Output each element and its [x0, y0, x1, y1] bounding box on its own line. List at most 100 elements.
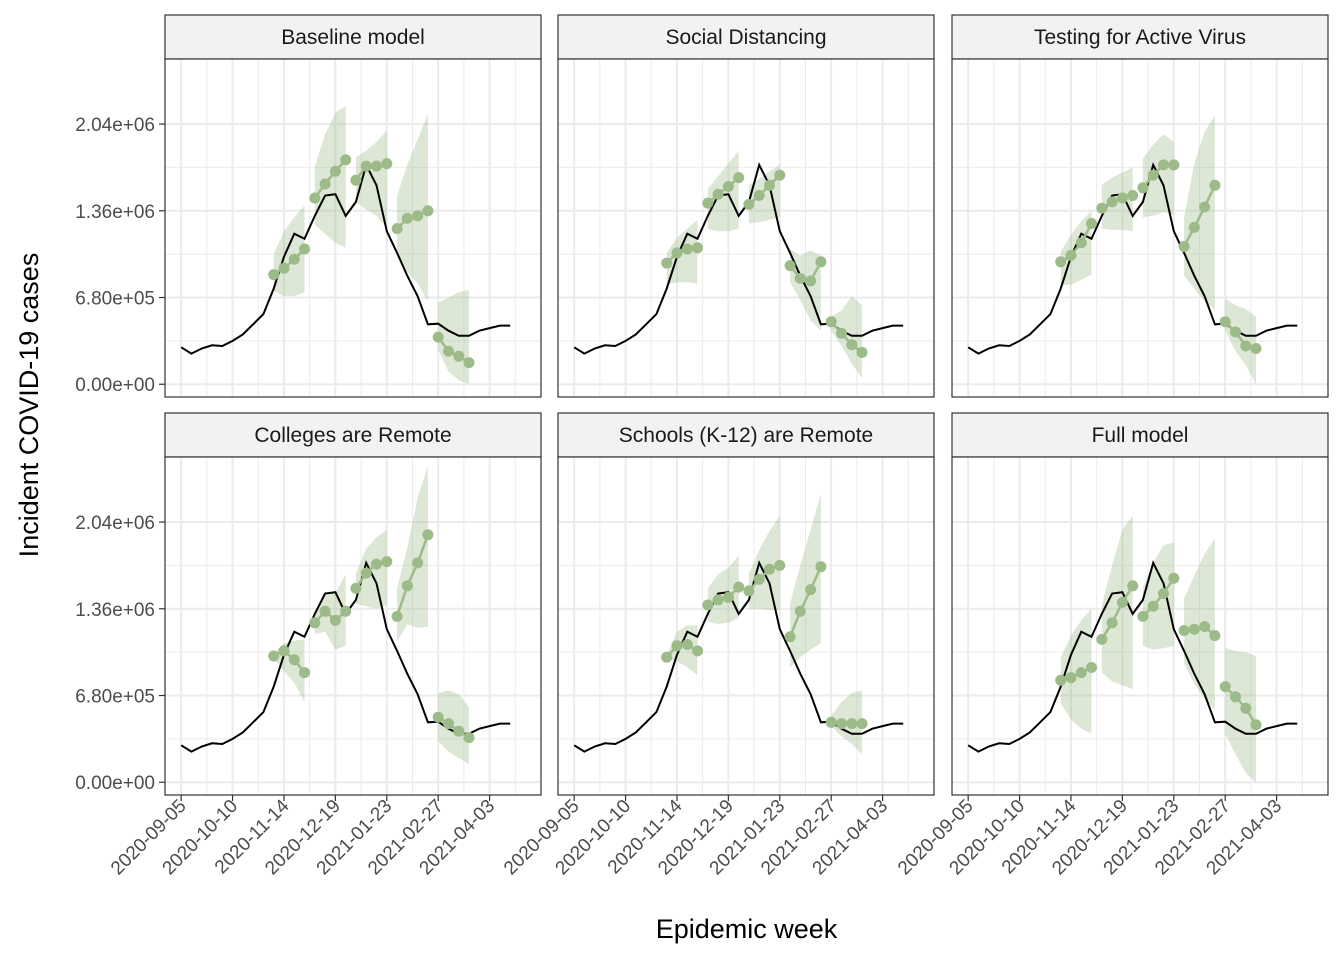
forecast-point	[1168, 572, 1180, 584]
observed-cases-line	[573, 560, 904, 753]
forecast-point	[268, 650, 280, 662]
forecast-point	[340, 605, 352, 617]
forecast-point	[1250, 719, 1262, 731]
forecast-point	[432, 711, 444, 723]
panel-1: Baseline model 0.00e+00 6.80e+05 1.36e+06 2.…	[75, 14, 542, 398]
forecast-point	[692, 645, 703, 657]
forecast-point	[764, 563, 775, 575]
forecast-point	[453, 725, 465, 737]
forecast-point	[309, 617, 321, 629]
forecast-point	[350, 582, 362, 594]
forecast-point	[360, 567, 372, 579]
forecast-point	[1240, 702, 1252, 714]
forecast-point	[299, 667, 310, 679]
forecast-point	[1209, 179, 1221, 191]
forecast-point	[753, 573, 765, 585]
forecast-point	[1137, 182, 1149, 194]
forecast-line	[748, 174, 781, 206]
forecast-point	[278, 645, 290, 657]
forecast-point	[681, 639, 693, 650]
forecast-point	[764, 179, 775, 191]
x-axis-title: Epidemic week	[656, 914, 838, 944]
panel-border	[164, 58, 542, 398]
forecast-interval-band	[1225, 298, 1256, 385]
forecast-point	[733, 172, 745, 184]
forecast-point	[712, 188, 724, 200]
forecast-point	[1158, 588, 1169, 599]
forecast-line	[1224, 685, 1258, 726]
forecast-point	[340, 154, 352, 166]
forecast-point	[743, 585, 755, 597]
forecast-point	[1168, 159, 1180, 171]
forecast-point	[391, 223, 403, 235]
forecast-point	[702, 599, 714, 611]
forecast-point	[1086, 662, 1097, 673]
forecast-point	[1055, 256, 1067, 268]
forecast-point	[319, 605, 331, 617]
forecast-line	[395, 534, 430, 617]
forecast-point	[329, 165, 341, 177]
forecast-point	[836, 327, 847, 339]
forecast-point	[774, 169, 786, 181]
forecast-point	[299, 243, 310, 255]
panel-strip	[557, 412, 935, 458]
y-tick-label: 2.04e+06	[75, 115, 155, 136]
forecast-point	[463, 732, 475, 744]
forecast-interval-band	[1184, 115, 1215, 311]
forecast-line	[1142, 577, 1175, 618]
panel-5: Schools (K-12) are Remote2020-09-052020-…	[500, 412, 935, 879]
forecast-point	[1250, 343, 1262, 354]
forecast-point	[805, 584, 817, 596]
forecast-point	[453, 350, 465, 362]
panel-strip	[951, 14, 1329, 60]
forecast-point	[1086, 218, 1097, 229]
forecast-line	[273, 649, 306, 674]
panel-strip	[951, 412, 1329, 458]
forecast-point	[1188, 623, 1200, 635]
forecast-interval-band	[397, 465, 428, 642]
forecast-line	[437, 716, 470, 739]
panel-6: Full model2020-09-052020-10-102020-11-14…	[894, 412, 1329, 879]
forecast-point	[815, 256, 827, 268]
y-tick-label: 2.04e+06	[75, 513, 155, 534]
forecast-interval-band	[1225, 648, 1256, 783]
forecast-point	[671, 247, 683, 259]
forecast-point	[1209, 630, 1221, 642]
forecast-point	[1096, 202, 1108, 214]
forecast-point	[412, 210, 424, 222]
forecast-point	[1230, 691, 1241, 703]
observed-cases-line	[573, 162, 904, 355]
forecast-line	[706, 176, 740, 205]
forecast-point	[329, 614, 341, 626]
forecast-point	[288, 253, 300, 265]
forecast-point	[1127, 190, 1139, 201]
forecast-point	[661, 257, 673, 269]
panel-border	[951, 456, 1329, 796]
panel-title: Full model	[1092, 424, 1189, 447]
forecast-point	[846, 718, 858, 730]
forecast-point	[319, 178, 331, 190]
forecast-point	[401, 580, 413, 592]
y-tick-label: 0.00e+00	[75, 375, 155, 396]
forecast-point	[836, 718, 847, 730]
forecast-point	[1065, 672, 1077, 684]
forecast-point	[1106, 196, 1118, 208]
panel-title: Schools (K-12) are Remote	[619, 424, 873, 447]
forecast-point	[1219, 681, 1231, 693]
forecast-point	[381, 556, 393, 568]
forecast-point	[1116, 192, 1128, 204]
forecast-point	[1055, 674, 1067, 686]
panel-title: Baseline model	[281, 26, 425, 49]
forecast-point	[1199, 621, 1211, 633]
y-tick-label: 0.00e+00	[75, 773, 155, 794]
y-tick-label: 6.80e+05	[75, 289, 155, 310]
panel-title: Social Distancing	[665, 26, 826, 49]
forecast-point	[1075, 667, 1087, 679]
forecast-line	[313, 609, 347, 624]
forecast-line	[437, 336, 470, 364]
forecast-line	[1100, 585, 1134, 641]
forecast-point	[268, 269, 280, 281]
forecast-interval-band	[790, 494, 821, 668]
forecast-point	[794, 272, 806, 284]
